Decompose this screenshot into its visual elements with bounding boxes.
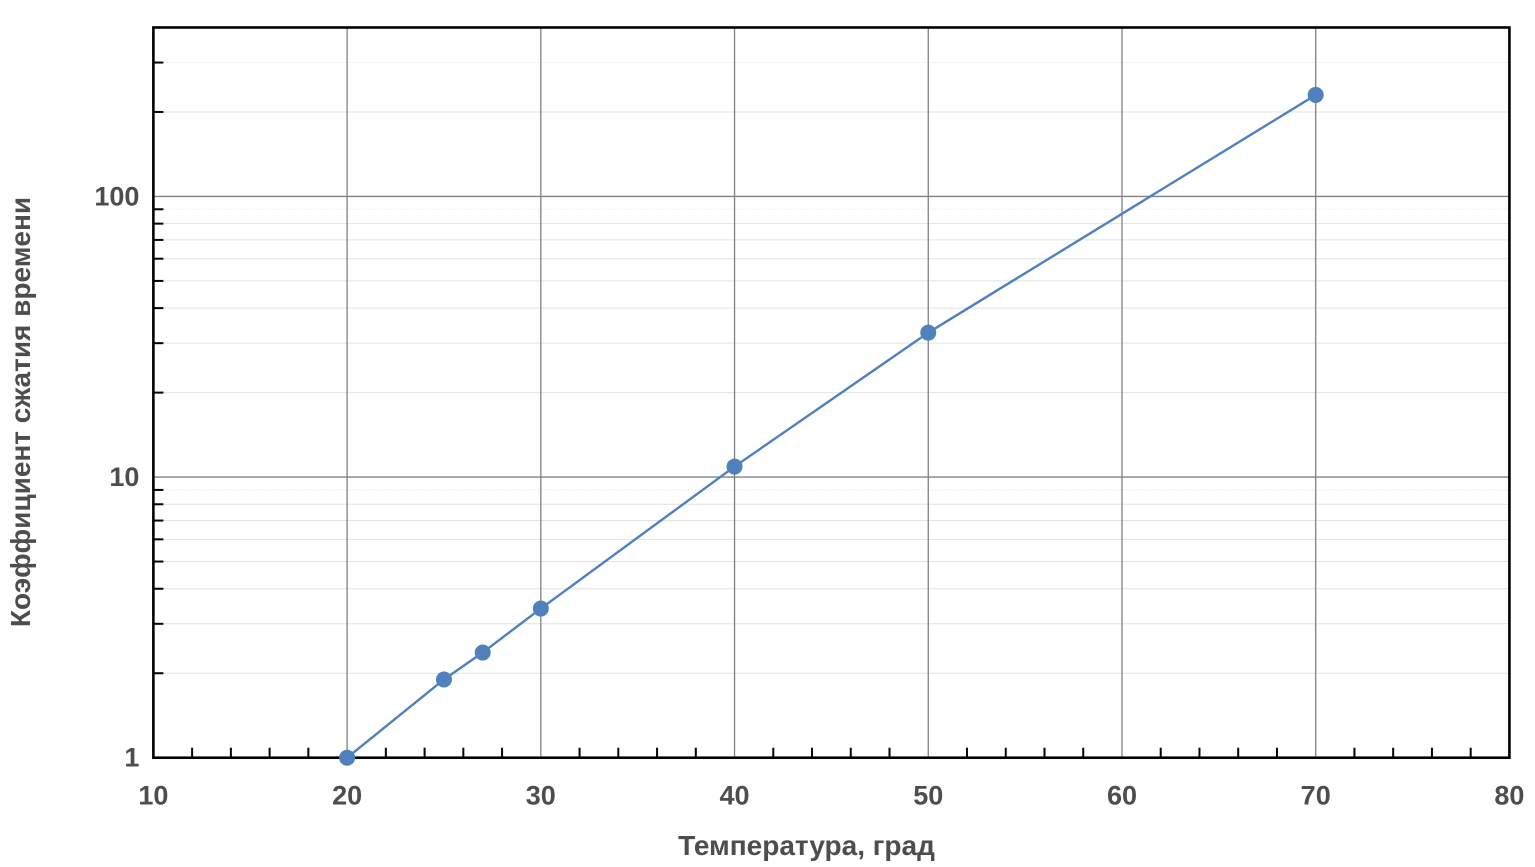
svg-text:Температура, град: Температура, град [678, 830, 935, 861]
svg-text:10: 10 [138, 781, 168, 811]
svg-text:40: 40 [720, 781, 750, 811]
svg-text:10: 10 [109, 462, 139, 492]
svg-text:Коэффициент сжатия времени: Коэффициент сжатия времени [5, 197, 36, 627]
svg-text:30: 30 [526, 781, 556, 811]
svg-text:20: 20 [332, 781, 362, 811]
svg-text:1: 1 [124, 743, 139, 773]
svg-text:80: 80 [1494, 781, 1524, 811]
svg-text:50: 50 [913, 781, 943, 811]
svg-text:100: 100 [94, 181, 139, 211]
svg-text:60: 60 [1107, 781, 1137, 811]
svg-text:70: 70 [1301, 781, 1331, 811]
